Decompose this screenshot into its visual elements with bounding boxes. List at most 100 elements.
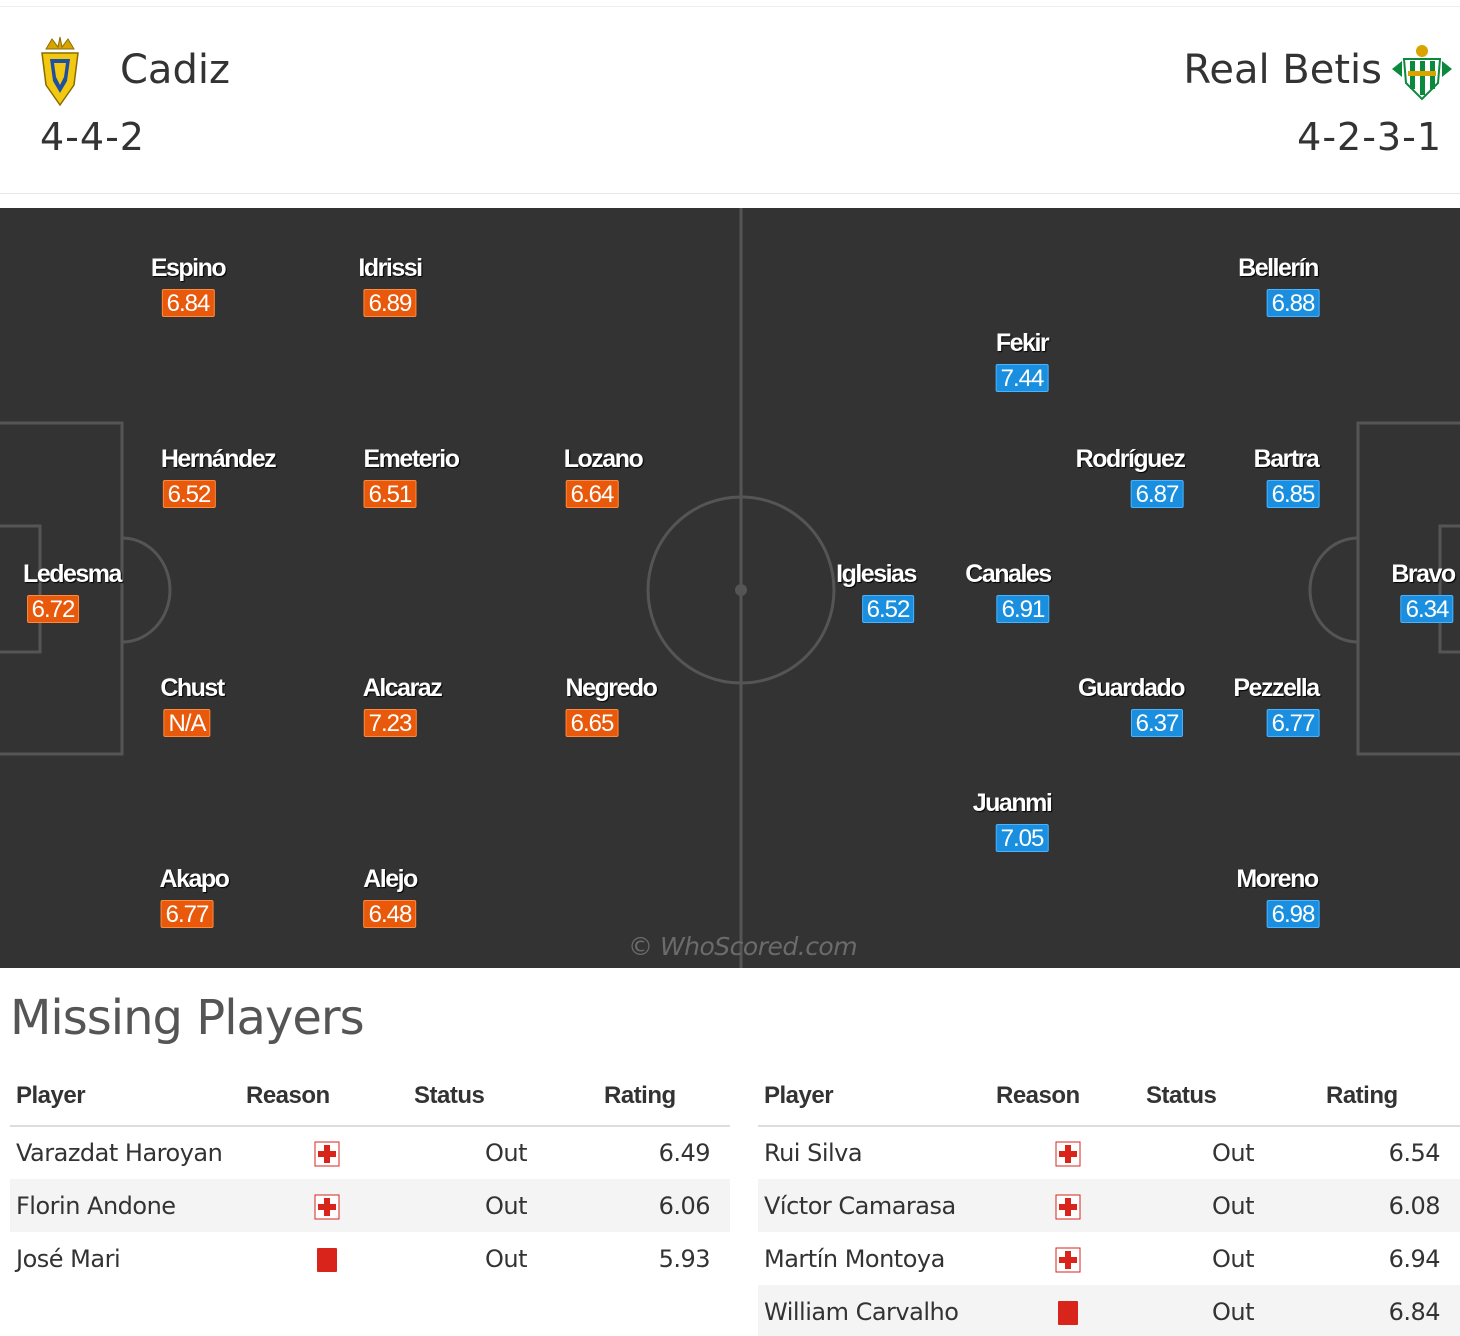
- column-reason[interactable]: Reason: [240, 1066, 408, 1127]
- player-name: Alejo: [363, 865, 418, 893]
- column-rating[interactable]: Rating: [1320, 1066, 1460, 1127]
- betis-crest-icon: [1392, 45, 1452, 101]
- player-rating: 6.37: [1130, 709, 1184, 737]
- column-status[interactable]: Status: [408, 1066, 598, 1127]
- player-rating: 6.85: [1266, 480, 1320, 508]
- away-player-pezzella[interactable]: Pezzella 6.77: [1233, 674, 1320, 737]
- player-rating: 6.77: [160, 900, 214, 928]
- missing-rating: 6.94: [1388, 1244, 1441, 1273]
- missing-status: Out: [1140, 1179, 1320, 1232]
- missing-status: Out: [1140, 1285, 1320, 1336]
- cadiz-crest-icon: [41, 36, 79, 107]
- home-team-name[interactable]: Cadiz: [120, 47, 230, 93]
- column-status[interactable]: Status: [1140, 1066, 1320, 1127]
- player-rating: 7.23: [363, 709, 417, 737]
- away-player-rodriguez[interactable]: Rodríguez 6.87: [1076, 445, 1186, 508]
- home-player-idrissi[interactable]: Idrissi 6.89: [358, 254, 423, 317]
- table-row: José Mari Out 5.93: [10, 1232, 730, 1285]
- home-player-chust[interactable]: Chust N/A: [160, 674, 225, 737]
- missing-player-name[interactable]: Martín Montoya: [764, 1244, 945, 1273]
- away-player-juanmi[interactable]: Juanmi 7.05: [972, 789, 1053, 852]
- player-rating: 6.52: [162, 480, 216, 508]
- missing-rating: 6.49: [658, 1139, 711, 1167]
- away-player-bellerin[interactable]: Bellerín 6.88: [1237, 254, 1320, 317]
- player-name: Ledesma: [23, 560, 122, 588]
- player-name: Bartra: [1253, 445, 1320, 473]
- table-row: Víctor Camarasa Out 6.08: [758, 1179, 1460, 1232]
- player-rating: 6.65: [565, 709, 619, 737]
- table-row: Martín Montoya Out 6.94: [758, 1232, 1460, 1285]
- player-rating: 6.51: [363, 480, 417, 508]
- player-name: Negredo: [565, 674, 658, 702]
- away-player-guardado[interactable]: Guardado 6.37: [1077, 674, 1186, 737]
- red-card-icon: [317, 1247, 337, 1272]
- player-rating: 6.87: [1130, 480, 1184, 508]
- away-player-fekir[interactable]: Fekir 7.44: [995, 329, 1050, 392]
- missing-player-name[interactable]: José Mari: [16, 1244, 121, 1273]
- pitch-lines: [0, 208, 1460, 968]
- missing-rating: 5.93: [658, 1244, 711, 1273]
- player-name: Idrissi: [358, 254, 423, 282]
- missing-player-name[interactable]: William Carvalho: [758, 1285, 990, 1336]
- away-player-bravo[interactable]: Bravo 6.34: [1391, 560, 1456, 623]
- away-player-moreno[interactable]: Moreno 6.98: [1235, 865, 1320, 928]
- missing-player-name[interactable]: Florin Andone: [10, 1179, 240, 1232]
- player-name: Juanmi: [972, 789, 1053, 817]
- player-rating: 6.89: [363, 289, 417, 317]
- missing-players-title: Missing Players: [10, 990, 365, 1046]
- player-name: Pezzella: [1233, 674, 1320, 702]
- home-formation: 4-4-2: [40, 115, 145, 159]
- home-player-akapo[interactable]: Akapo 6.77: [159, 865, 230, 928]
- home-player-lozano[interactable]: Lozano 6.64: [563, 445, 644, 508]
- red-card-icon: [1058, 1300, 1078, 1325]
- missing-status: Out: [484, 1244, 528, 1273]
- column-rating[interactable]: Rating: [598, 1066, 730, 1127]
- player-name: Chust: [160, 674, 225, 702]
- player-rating: 7.05: [995, 824, 1049, 852]
- player-name: Alcaraz: [362, 674, 443, 702]
- player-rating: 6.98: [1266, 900, 1320, 928]
- player-rating: 6.34: [1400, 595, 1454, 623]
- table-row: Florin Andone Out 6.06: [10, 1179, 730, 1232]
- home-player-ledesma[interactable]: Ledesma 6.72: [23, 560, 122, 623]
- column-player[interactable]: Player: [758, 1066, 990, 1127]
- away-player-iglesias[interactable]: Iglesias 6.52: [836, 560, 917, 623]
- missing-rating: 6.54: [1388, 1139, 1441, 1167]
- missing-player-name[interactable]: Víctor Camarasa: [758, 1179, 990, 1232]
- player-name: Espino: [150, 254, 227, 282]
- player-name: Canales: [965, 560, 1052, 588]
- player-rating: 6.64: [565, 480, 619, 508]
- player-rating: N/A: [163, 709, 211, 737]
- player-name: Guardado: [1077, 674, 1186, 702]
- home-player-emeterio[interactable]: Emeterio 6.51: [363, 445, 460, 508]
- table-header-row: Player Reason Status Rating: [758, 1066, 1460, 1127]
- player-name: Akapo: [159, 865, 230, 893]
- home-player-espino[interactable]: Espino 6.84: [150, 254, 227, 317]
- home-player-hernandez[interactable]: Hernández 6.52: [161, 445, 277, 508]
- away-player-bartra[interactable]: Bartra 6.85: [1253, 445, 1320, 508]
- away-team-name[interactable]: Real Betis: [1183, 47, 1382, 93]
- home-missing-table: Player Reason Status Rating Varazdat Har…: [10, 1066, 730, 1285]
- missing-status: Out: [484, 1139, 528, 1167]
- away-player-canales[interactable]: Canales 6.91: [965, 560, 1052, 623]
- player-rating: 6.48: [363, 900, 417, 928]
- missing-player-name[interactable]: Rui Silva: [764, 1139, 863, 1167]
- injury-icon: [1055, 1194, 1081, 1219]
- pitch: Espino 6.84 Idrissi 6.89 Hernández 6.52 …: [0, 208, 1460, 968]
- away-missing-table: Player Reason Status Rating Rui Silva Ou…: [758, 1066, 1460, 1336]
- home-player-alcaraz[interactable]: Alcaraz 7.23: [362, 674, 443, 737]
- home-player-alejo[interactable]: Alejo 6.48: [363, 865, 418, 928]
- column-player[interactable]: Player: [10, 1066, 240, 1127]
- home-player-negredo[interactable]: Negredo 6.65: [565, 674, 658, 737]
- player-rating: 6.84: [161, 289, 215, 317]
- column-reason[interactable]: Reason: [990, 1066, 1140, 1127]
- player-rating: 6.91: [996, 595, 1050, 623]
- missing-player-name[interactable]: Varazdat Haroyan: [16, 1139, 223, 1167]
- table-header-row: Player Reason Status Rating: [10, 1066, 730, 1127]
- player-name: Fekir: [995, 329, 1050, 357]
- table-row: William Carvalho Out 6.84: [758, 1285, 1460, 1336]
- injury-icon: [314, 1141, 340, 1167]
- player-name: Iglesias: [836, 560, 917, 588]
- player-name: Lozano: [563, 445, 644, 473]
